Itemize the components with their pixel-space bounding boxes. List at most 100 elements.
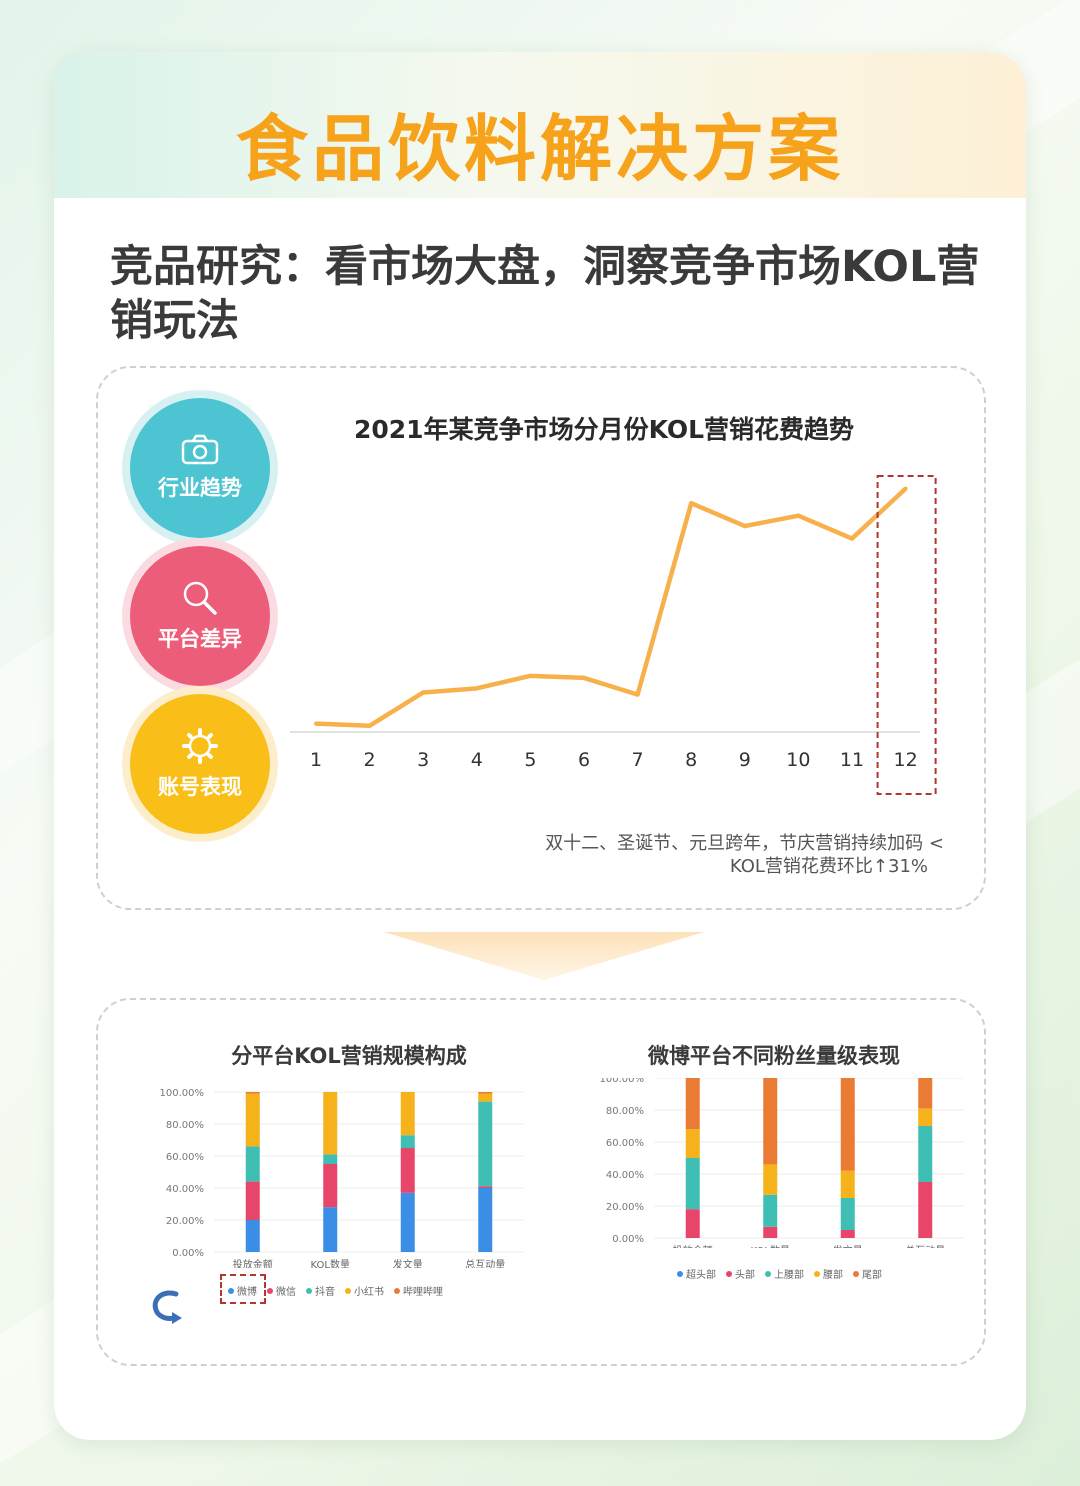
- bar-segment: [323, 1154, 338, 1164]
- bar-segment: [840, 1198, 855, 1230]
- bar-segment: [685, 1129, 700, 1158]
- card-header: [54, 52, 1026, 198]
- main-title: 食品饮料解决方案: [235, 107, 844, 191]
- x-tick-label: 11: [840, 749, 864, 771]
- x-tick-label: 7: [632, 749, 644, 771]
- legend-swatch: [814, 1270, 820, 1277]
- bar-segment: [918, 1078, 933, 1109]
- x-tick-label: KOL数量: [311, 1258, 350, 1268]
- x-tick-label: 4: [471, 749, 483, 771]
- legend-item: 超头部: [677, 1266, 716, 1281]
- bar-segment: [245, 1146, 260, 1182]
- note-line-2: KOL营销花费环比↑31%: [729, 856, 928, 877]
- account-perf-button[interactable]: 账号表现: [130, 694, 270, 834]
- y-tick-label: 40.00%: [606, 1170, 644, 1181]
- data-point: [850, 536, 854, 541]
- legend-item: 上腰部: [765, 1266, 804, 1281]
- gear-icon: [182, 728, 218, 764]
- x-tick-label: 8: [685, 749, 697, 771]
- x-tick-label: 发文量: [393, 1258, 423, 1268]
- chart-note: 双十二、圣诞节、元旦跨年，节庆营销持续加码 < KOL营销花费环比↑31%: [484, 832, 944, 878]
- legend-swatch: [677, 1270, 683, 1277]
- legend-item: 小红书: [345, 1283, 384, 1298]
- y-tick-label: 20.00%: [606, 1202, 644, 1213]
- camera-icon: [181, 434, 219, 465]
- data-point: [582, 675, 586, 680]
- series-line: [315, 486, 908, 729]
- x-tick-label: 总互动量: [465, 1258, 505, 1268]
- bar-segment: [245, 1092, 260, 1094]
- legend-swatch: [726, 1270, 732, 1277]
- bar-segment: [918, 1182, 933, 1238]
- bar-segment: [323, 1207, 338, 1252]
- industry-trend-button[interactable]: 行业趋势: [130, 398, 270, 538]
- legend-label: 超头部: [686, 1270, 716, 1281]
- y-tick-label: 0.00%: [172, 1248, 204, 1259]
- x-tick-label: 6: [578, 749, 590, 771]
- refresh-arrow-icon[interactable]: [146, 1286, 186, 1326]
- bar-segment: [245, 1181, 260, 1220]
- legend-label: 小红书: [354, 1287, 384, 1298]
- x-tick-label: KOL数量: [751, 1244, 790, 1248]
- legend-highlight-box: [220, 1274, 266, 1304]
- x-tick-label: 发文量: [833, 1244, 863, 1248]
- note-line-1: 双十二、圣诞节、元旦跨年，节庆营销持续加码 <: [545, 833, 944, 854]
- line-chart-title: 2021年某竞争市场分月份KOL营销花费趋势: [353, 415, 854, 444]
- down-arrow-decoration: [384, 932, 704, 980]
- bar-segment: [245, 1220, 260, 1252]
- data-point: [314, 721, 318, 726]
- subtitle: 竞品研究：看市场大盘，洞察竞争市场KOL营销玩法: [110, 242, 980, 346]
- data-point: [367, 723, 372, 728]
- bar-segment: [323, 1092, 338, 1155]
- bar-segment: [763, 1194, 778, 1227]
- x-tick-label: 2: [364, 749, 376, 771]
- bar-segment: [685, 1158, 700, 1210]
- x-tick-label: 1: [310, 749, 322, 771]
- legend-label: 头部: [735, 1270, 755, 1281]
- y-tick-label: 100.00%: [600, 1078, 645, 1085]
- x-tick-label: 总互动量: [905, 1244, 945, 1248]
- bar-segment: [478, 1101, 493, 1187]
- platform-diff-button[interactable]: 平台差异: [130, 546, 270, 686]
- x-tick-label: 投放金额: [673, 1244, 713, 1248]
- bar-segment: [840, 1078, 855, 1171]
- x-tick-label: 3: [417, 749, 429, 771]
- legend-label: 上腰部: [774, 1270, 804, 1281]
- x-tick-label: 10: [786, 749, 810, 771]
- bar-chart-1-legend: 微博 微信 抖音 小红书 哔哩哔哩: [228, 1283, 443, 1298]
- legend-swatch: [853, 1270, 859, 1277]
- legend-label: 哔哩哔哩: [403, 1287, 443, 1298]
- y-tick-label: 20.00%: [166, 1216, 204, 1227]
- legend-swatch: [345, 1287, 351, 1294]
- circle-label: 平台差异: [158, 627, 242, 651]
- bar-segment: [323, 1164, 338, 1208]
- legend-item: 抖音: [306, 1283, 335, 1298]
- legend-swatch: [306, 1287, 312, 1294]
- bar-segment: [478, 1186, 493, 1188]
- x-tick-label: 5: [524, 749, 536, 771]
- bar-segment: [918, 1126, 933, 1182]
- content-card: 食品饮料解决方案 竞品研究：看市场大盘，洞察竞争市场KOL营销玩法 行业趋势 平…: [54, 52, 1026, 1440]
- bar-segment: [685, 1209, 700, 1238]
- data-point: [742, 524, 747, 529]
- data-point: [635, 692, 640, 697]
- data-point: [474, 686, 479, 691]
- circle-label: 行业趋势: [158, 476, 242, 500]
- y-tick-label: 100.00%: [160, 1088, 205, 1099]
- y-tick-label: 60.00%: [166, 1152, 204, 1163]
- x-tick-label: 9: [739, 749, 751, 771]
- legend-swatch: [267, 1287, 273, 1294]
- line-chart: 1 2 3 4 5 6 7 8 9 10 11 12: [290, 475, 937, 795]
- legend-item: 微博: [228, 1283, 257, 1298]
- bar-segment: [763, 1164, 778, 1195]
- bar-segment: [763, 1078, 778, 1165]
- legend-item: 腰部: [814, 1266, 843, 1281]
- bar-segment: [245, 1093, 260, 1147]
- y-tick-label: 0.00%: [612, 1234, 644, 1245]
- bar-segment: [478, 1092, 493, 1094]
- data-point: [689, 501, 694, 506]
- legend-item: 微信: [267, 1283, 296, 1298]
- bar-chart-2-title: 微博平台不同粉丝量级表现: [648, 1044, 900, 1068]
- x-tick-label: 投放金额: [233, 1258, 273, 1268]
- data-point: [528, 673, 533, 678]
